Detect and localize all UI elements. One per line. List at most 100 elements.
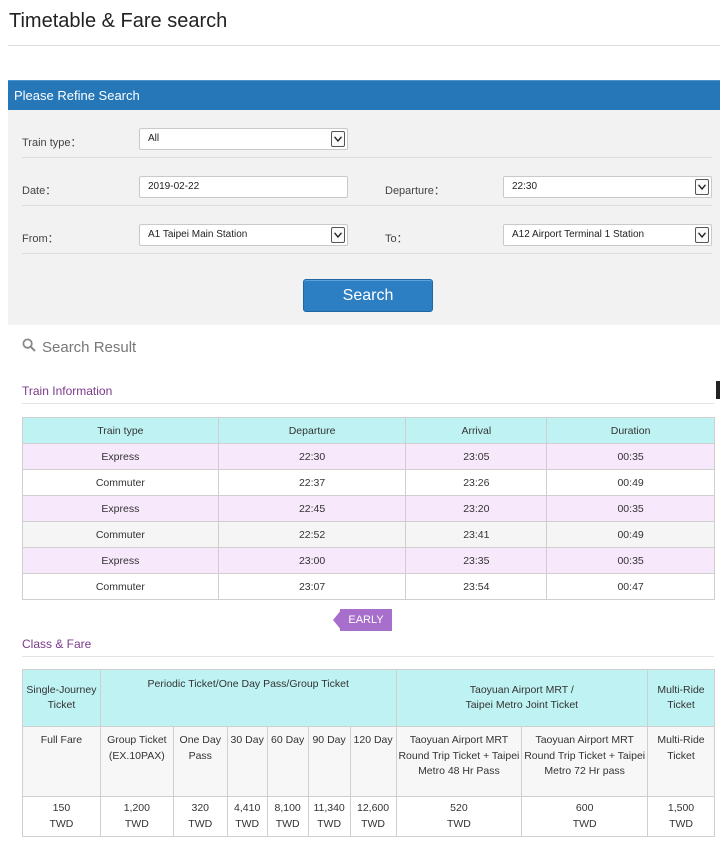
duration-cell: 00:47 (546, 573, 715, 600)
train-information-title: Train Information (22, 384, 113, 398)
train-type-cell: Commuter (22, 521, 219, 548)
scrollbar-handle[interactable] (716, 381, 720, 399)
table-row[interactable]: Commuter 23:07 23:54 00:47 (22, 573, 715, 600)
train-type-cell: Express (22, 443, 219, 470)
duration-cell: 00:49 (546, 521, 715, 548)
price-cell: 11,340 TWD (307, 796, 351, 837)
train-type-select[interactable]: All (139, 128, 348, 150)
train-type-cell: Commuter (22, 469, 219, 496)
arrival-cell: 23:54 (405, 573, 548, 600)
from-label: From： (22, 233, 59, 245)
chevron-down-icon[interactable] (331, 131, 345, 147)
price-cell: 150 TWD (22, 796, 101, 837)
multi-ride-subheader: Multi-Ride Ticket (647, 726, 715, 797)
search-button[interactable]: Search (303, 279, 433, 312)
price-cell: 8,100 TWD (266, 796, 309, 837)
column-header: Duration (546, 417, 715, 444)
fare-subheader-row: Full Fare Group Ticket (EX.10PAX) One Da… (22, 726, 715, 797)
section-divider (22, 656, 714, 657)
price-cell: 1,500 TWD (647, 796, 715, 837)
from-station-select[interactable]: A1 Taipei Main Station (139, 224, 348, 246)
round-trip-72hr-subheader: Taoyuan Airport MRT Round Trip Ticket + … (521, 726, 649, 797)
date-value: 2019-02-22 (148, 181, 200, 192)
price-cell: 520 TWD (395, 796, 523, 837)
table-row[interactable]: Express 22:30 23:05 00:35 (22, 443, 715, 470)
column-header: Departure (217, 417, 407, 444)
departure-value: 22:30 (512, 181, 538, 192)
train-type-cell: Express (22, 495, 219, 522)
search-result-heading: Search Result (22, 338, 136, 356)
price-cell: 320 TWD (172, 796, 228, 837)
duration-cell: 00:35 (546, 443, 715, 470)
table-row[interactable]: Express 23:00 23:35 00:35 (22, 547, 715, 574)
train-type-label: Train type： (22, 137, 82, 149)
date-label: Date： (22, 185, 57, 197)
joint-ticket-header-line: Taipei Metro Joint Ticket (465, 699, 579, 711)
joint-ticket-header-line: Taoyuan Airport MRT / (469, 684, 574, 696)
price-cell: 1,200 TWD (99, 796, 174, 837)
table-row[interactable]: Express 22:45 23:20 00:35 (22, 495, 715, 522)
from-to-row: From： A1 Taipei Main Station To： A12 Air… (22, 206, 712, 254)
to-station-value: A12 Airport Terminal 1 Station (512, 229, 645, 240)
train-type-cell: Commuter (22, 573, 219, 600)
refine-search-header: Please Refine Search (8, 80, 720, 110)
duration-cell: 00:35 (546, 547, 715, 574)
title-divider (8, 45, 720, 46)
train-type-cell: Express (22, 547, 219, 574)
to-station-select[interactable]: A12 Airport Terminal 1 Station (503, 224, 712, 246)
single-journey-header: Single-Journey Ticket (22, 669, 101, 727)
departure-select[interactable]: 22:30 (503, 176, 712, 198)
class-fare-title: Class & Fare (22, 637, 92, 651)
arrival-cell: 23:20 (405, 495, 548, 522)
table-row[interactable]: Commuter 22:52 23:41 00:49 (22, 521, 715, 548)
fare-price-row: 150 TWD 1,200 TWD 320 TWD 4,410 TWD 8,100 TWD… (22, 796, 715, 837)
group-ticket-subheader: Group Ticket (EX.10PAX) (99, 726, 174, 797)
date-input[interactable]: 2019-02-22 (139, 176, 348, 198)
train-type-value: All (148, 133, 160, 144)
column-header: Train type (22, 417, 219, 444)
30-day-subheader: 30 Day (226, 726, 268, 797)
departure-cell: 22:45 (217, 495, 407, 522)
section-divider (22, 403, 714, 404)
round-trip-48hr-subheader: Taoyuan Airport MRT Round Trip Ticket + … (395, 726, 523, 797)
early-button[interactable]: EARLY (340, 609, 392, 631)
90-day-subheader: 90 Day (307, 726, 351, 797)
train-information-table: Train type Departure Arrival Duration Ex… (22, 417, 715, 600)
price-cell: 12,600 TWD (349, 796, 397, 837)
search-icon (22, 338, 36, 356)
duration-cell: 00:49 (546, 469, 715, 496)
train-type-row: Train type： All (22, 110, 712, 158)
60-day-subheader: 60 Day (266, 726, 309, 797)
departure-cell: 23:07 (217, 573, 407, 600)
multi-ride-header: Multi-Ride Ticket (647, 669, 715, 727)
arrival-cell: 23:26 (405, 469, 548, 496)
arrival-cell: 23:41 (405, 521, 548, 548)
chevron-down-icon[interactable] (331, 227, 345, 243)
chevron-down-icon[interactable] (695, 179, 709, 195)
periodic-ticket-header: Periodic Ticket/One Day Pass/Group Ticke… (99, 669, 397, 727)
one-day-pass-subheader: One Day Pass (172, 726, 228, 797)
class-fare-table: Single-Journey Ticket Periodic Ticket/On… (22, 669, 715, 837)
joint-ticket-header: Taoyuan Airport MRT / Taipei Metro Joint… (395, 669, 649, 727)
departure-cell: 22:52 (217, 521, 407, 548)
departure-cell: 23:00 (217, 547, 407, 574)
to-label: To： (385, 233, 408, 245)
from-station-value: A1 Taipei Main Station (148, 229, 248, 240)
fare-group-header-row: Single-Journey Ticket Periodic Ticket/On… (22, 669, 715, 727)
full-fare-subheader: Full Fare (22, 726, 101, 797)
early-arrow-icon (333, 609, 342, 631)
departure-cell: 22:37 (217, 469, 407, 496)
arrival-cell: 23:05 (405, 443, 548, 470)
120-day-subheader: 120 Day (349, 726, 397, 797)
page-title: Timetable & Fare search (9, 10, 228, 32)
table-row[interactable]: Commuter 22:37 23:26 00:49 (22, 469, 715, 496)
chevron-down-icon[interactable] (695, 227, 709, 243)
departure-label: Departure： (385, 185, 445, 197)
table-header-row: Train type Departure Arrival Duration (22, 417, 715, 444)
refine-search-panel: Please Refine Search Train type： All Dat… (8, 80, 720, 325)
arrival-cell: 23:35 (405, 547, 548, 574)
date-departure-row: Date： 2019-02-22 Departure： 22:30 (22, 158, 712, 206)
search-result-title: Search Result (42, 338, 137, 356)
price-cell: 4,410 TWD (226, 796, 268, 837)
departure-cell: 22:30 (217, 443, 407, 470)
